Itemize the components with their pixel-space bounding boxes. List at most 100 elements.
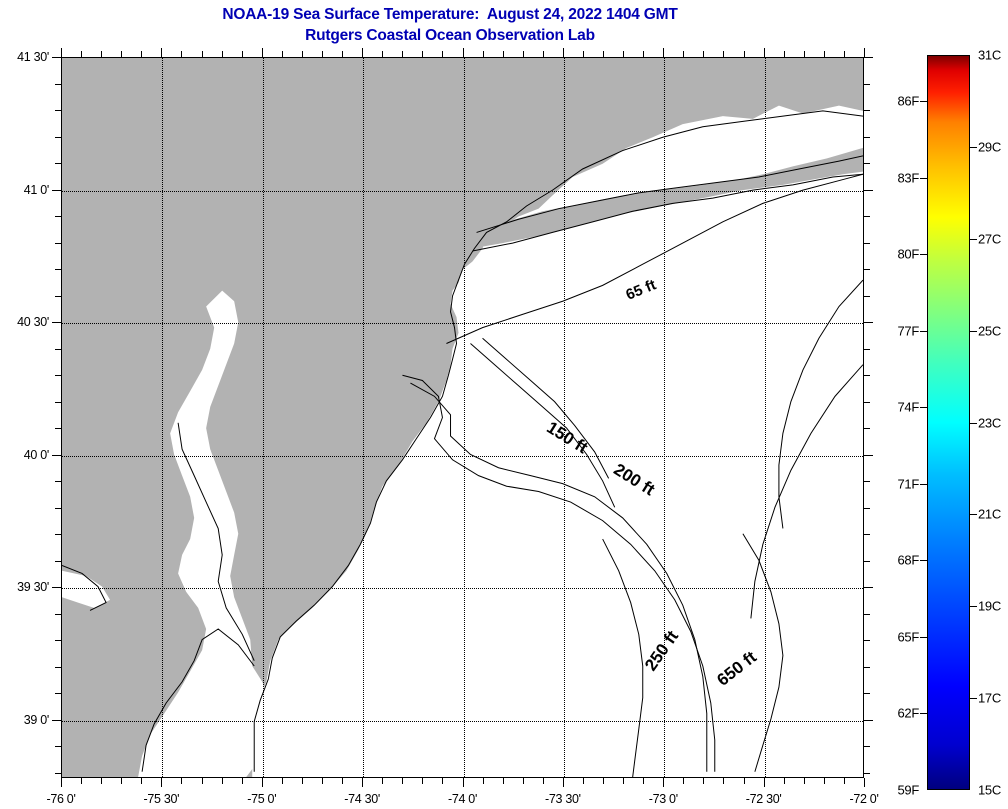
y-axis-label: 41 0' [23,182,50,197]
x-tick-top [623,51,625,57]
colorbar-label-fahrenheit: 68F [897,552,919,568]
y-tick-right [864,534,870,536]
x-tick-top [141,51,143,57]
x-tick-bottom [623,778,625,784]
x-tick-bottom [81,778,83,784]
x-tick-bottom [723,778,725,784]
x-tick-top [823,51,825,57]
y-tick-right [864,481,870,483]
y-tick-left [55,640,61,642]
x-tick-top [61,48,62,57]
y-tick-right [864,613,870,615]
x-tick-bottom [422,778,424,784]
temperature-colorbar[interactable]: 31C 29C 27C 25C 23C 21C 19C 17C 15C 86F 83F 80F 77F 7… [897,48,1001,798]
colorbar-tick-f [920,407,927,409]
colorbar-tick-f [920,100,927,102]
colorbar-label-fahrenheit: 59F [897,782,919,798]
chart-title: NOAA-19 Sea Surface Temperature: August … [0,4,900,46]
x-tick-top [743,51,745,57]
colorbar-tick-f [920,636,927,638]
x-tick-top [121,51,123,57]
bathymetry-hudson-canyon [470,343,616,508]
y-tick-right [864,163,870,165]
x-tick-top [221,51,223,57]
colorbar-label-celsius: 31C [978,47,1001,63]
y-axis-label: 40 0' [23,447,50,462]
y-tick-left [52,189,61,191]
map-plot-area[interactable]: 65 ft 150 ft 200 ft 250 ft 650 ft [61,57,864,778]
y-tick-right [864,560,870,562]
bathymetry-eastern-shelf [778,279,863,529]
y-tick-left [52,587,61,589]
y-tick-left [55,375,61,377]
x-tick-bottom [603,778,605,784]
x-tick-top [783,51,785,57]
x-tick-bottom [281,778,283,784]
x-tick-top [342,51,344,57]
colorbar-tick-c [970,146,977,148]
x-tick-bottom [823,778,825,784]
colorbar-label-fahrenheit: 86F [897,93,919,109]
x-tick-bottom [201,778,203,784]
y-axis-label: 39 0' [23,712,50,727]
y-tick-right [864,295,870,297]
colorbar-tick-c [970,698,977,700]
x-tick-bottom [502,778,504,784]
y-tick-right [864,136,870,138]
x-tick-top [723,51,725,57]
x-tick-top [402,51,404,57]
x-tick-top [442,51,444,57]
colorbar-tick-c [970,422,977,424]
x-tick-bottom [261,778,263,787]
colorbar-tick-f [920,483,927,485]
x-tick-top [582,51,584,57]
x-tick-bottom [161,778,163,787]
y-tick-left [55,666,61,668]
colorbar-label-celsius: 17C [978,690,1001,706]
y-tick-left [55,772,61,774]
y-tick-left [55,136,61,138]
x-tick-top [542,51,544,57]
x-tick-bottom [482,778,484,784]
y-tick-right [864,719,873,721]
bathymetry-150ft [402,374,716,772]
colorbar-label-fahrenheit: 80F [897,246,919,262]
x-tick-bottom [141,778,143,784]
x-tick-bottom [582,778,584,784]
x-tick-bottom [321,778,323,784]
y-tick-left [52,719,61,721]
y-tick-left [55,110,61,111]
x-tick-top [301,51,303,57]
y-tick-right [864,348,870,350]
y-tick-left [55,693,61,695]
y-tick-left [55,83,61,85]
colorbar-label-celsius: 23C [978,415,1001,430]
y-tick-right [864,693,870,695]
y-tick-left [55,348,61,350]
y-tick-right [864,454,873,456]
y-tick-right [864,57,873,58]
y-axis-label: 39 30' [17,580,49,595]
x-tick-bottom [342,778,344,784]
x-tick-top [81,51,83,57]
y-tick-left [52,454,61,456]
x-tick-bottom [803,778,805,784]
x-tick-bottom [542,778,544,784]
x-tick-top [261,48,263,57]
coastline-new-jersey [253,110,863,772]
colorbar-tick-c [970,514,977,516]
colorbar-label-celsius: 25C [978,323,1001,339]
y-tick-right [864,640,870,642]
x-tick-top [161,48,163,57]
land-polygon-long-island [472,147,863,249]
x-tick-top [101,51,103,57]
x-tick-top [763,48,765,57]
colorbar-tick-f [920,254,927,256]
x-tick-bottom [101,778,103,784]
colorbar-tick-f [920,560,927,562]
y-tick-right [864,189,873,191]
coastline-bathymetry-layer [62,110,863,777]
y-tick-left [55,534,61,536]
bathymetry-eastern-slope [750,364,863,619]
y-tick-left [55,163,61,165]
